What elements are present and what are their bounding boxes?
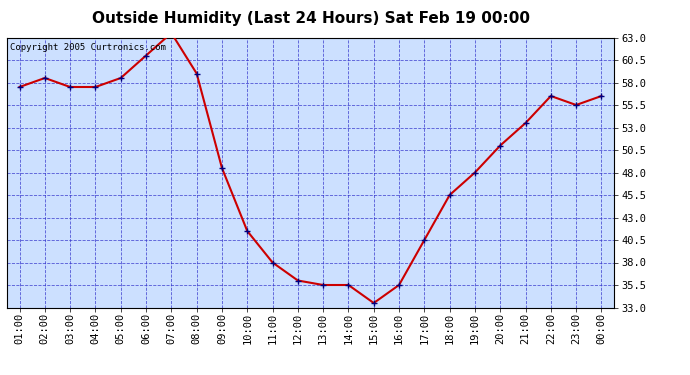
Text: Copyright 2005 Curtronics.com: Copyright 2005 Curtronics.com [10, 43, 166, 52]
Text: Outside Humidity (Last 24 Hours) Sat Feb 19 00:00: Outside Humidity (Last 24 Hours) Sat Feb… [92, 11, 529, 26]
